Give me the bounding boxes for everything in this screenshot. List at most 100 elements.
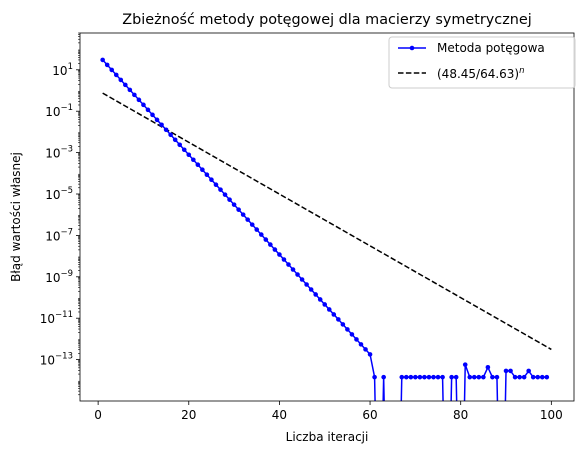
y-tick-label-base: 10 <box>45 229 60 243</box>
data-point-power-method <box>381 374 386 380</box>
data-point-power-method <box>494 374 500 380</box>
data-point-power-method <box>471 374 477 380</box>
data-point-power-method <box>227 197 232 202</box>
axis-ticks: 0 20 40 60 80 10010−1310−1110−910−710−510−310… <box>40 32 563 422</box>
data-point-power-method <box>530 374 536 380</box>
data-point-power-method <box>503 368 509 374</box>
data-point-power-method <box>281 257 287 262</box>
data-point-power-method <box>258 232 264 237</box>
data-point-power-method <box>127 87 133 93</box>
data-point-power-method <box>535 374 541 380</box>
data-point-power-method <box>435 374 441 380</box>
y-tick-label: 10−5 <box>45 186 73 202</box>
y-tick-label-base: 10 <box>40 312 55 326</box>
data-point-power-method <box>431 374 436 380</box>
data-point-power-method <box>231 202 237 207</box>
y-tick-label: 10−7 <box>45 227 73 243</box>
data-point-power-method <box>399 374 405 380</box>
data-point-power-method <box>299 277 305 282</box>
data-point-power-method <box>417 374 423 380</box>
data-point-power-method <box>453 374 459 380</box>
y-tick-label-exponent: −11 <box>55 310 73 320</box>
data-point-power-method <box>462 362 468 367</box>
data-point-power-method <box>272 247 278 252</box>
data-point-power-method <box>123 82 128 88</box>
y-tick-label: 101 <box>52 62 73 78</box>
data-point-power-method <box>426 374 432 380</box>
data-point-power-method <box>354 337 359 342</box>
data-point-power-method <box>141 102 146 108</box>
data-point-power-method <box>263 237 269 242</box>
data-point-power-method <box>349 332 355 337</box>
y-tick-label: 10−13 <box>40 352 73 368</box>
data-point-power-method <box>104 62 110 68</box>
data-point-power-method <box>440 374 445 380</box>
data-point-power-method <box>168 132 173 138</box>
y-tick-label: 10−3 <box>45 145 73 161</box>
data-point-power-method <box>521 374 527 380</box>
y-tick-label-exponent: −7 <box>60 227 73 237</box>
data-point-power-method <box>490 374 495 380</box>
data-point-power-method <box>154 117 160 123</box>
data-point-power-method <box>422 374 427 380</box>
data-point-power-method <box>145 107 151 113</box>
data-point-power-method <box>218 187 223 192</box>
data-point-power-method <box>240 212 246 217</box>
y-tick-label-exponent: −9 <box>60 269 73 279</box>
data-point-power-method <box>304 282 309 287</box>
y-tick-label: 10−1 <box>45 103 73 119</box>
data-point-power-method <box>268 242 273 247</box>
data-point-power-method <box>317 297 323 302</box>
data-point-power-method <box>172 137 178 143</box>
data-point-power-method <box>290 267 296 272</box>
data-point-power-method <box>372 374 377 380</box>
data-point-power-method <box>204 172 210 178</box>
series-group <box>100 57 552 401</box>
data-point-power-method <box>213 182 219 187</box>
data-point-power-method <box>159 122 164 128</box>
data-point-power-method <box>340 322 346 327</box>
plot-border <box>79 32 575 402</box>
legend-marker-power-method <box>409 45 415 51</box>
y-tick-label-base: 10 <box>52 64 67 78</box>
legend: Metoda potęgowa (48.45/64.63)n <box>388 36 576 89</box>
data-point-power-method <box>109 67 115 73</box>
data-point-power-method <box>236 207 241 212</box>
data-point-power-method <box>367 352 373 357</box>
x-tick-label: 40 <box>272 408 287 422</box>
y-tick-label-exponent: −1 <box>60 103 73 113</box>
data-point-power-method <box>526 368 531 374</box>
data-point-power-method <box>408 374 414 380</box>
data-point-power-method <box>200 167 205 173</box>
y-axis-label: Błąd wartości własnej <box>9 152 23 282</box>
data-point-power-method <box>245 217 250 222</box>
x-axis-label: Liczba iteracji <box>286 430 369 444</box>
chart-title: Zbieżność metody potęgowej dla macierzy … <box>122 12 532 28</box>
data-point-power-method <box>132 92 137 98</box>
x-tick-label: 20 <box>181 408 196 422</box>
data-point-power-method <box>118 77 124 83</box>
legend-label-ratio-base: (48.45/64.63) <box>437 67 519 81</box>
data-point-power-method <box>358 342 364 347</box>
data-point-power-method <box>331 312 337 317</box>
y-tick-label-base: 10 <box>45 105 60 119</box>
data-point-power-method <box>476 374 482 380</box>
series-line-ratio <box>102 92 552 351</box>
data-point-power-method <box>209 177 214 183</box>
data-point-power-method <box>539 374 545 380</box>
plot-frame <box>79 32 575 402</box>
data-point-power-method <box>195 162 201 168</box>
x-tick-label: 60 <box>362 408 377 422</box>
y-tick-label-base: 10 <box>45 147 60 161</box>
data-point-power-method <box>186 152 192 158</box>
data-point-power-method <box>322 302 328 307</box>
legend-label-ratio: (48.45/64.63)n <box>437 66 525 81</box>
y-tick-label-base: 10 <box>45 271 60 285</box>
data-point-power-method <box>413 374 418 380</box>
data-point-power-method <box>449 374 454 380</box>
y-tick-label: 10−9 <box>45 269 73 285</box>
y-tick-label-exponent: −3 <box>60 145 73 155</box>
data-point-power-method <box>485 364 491 370</box>
